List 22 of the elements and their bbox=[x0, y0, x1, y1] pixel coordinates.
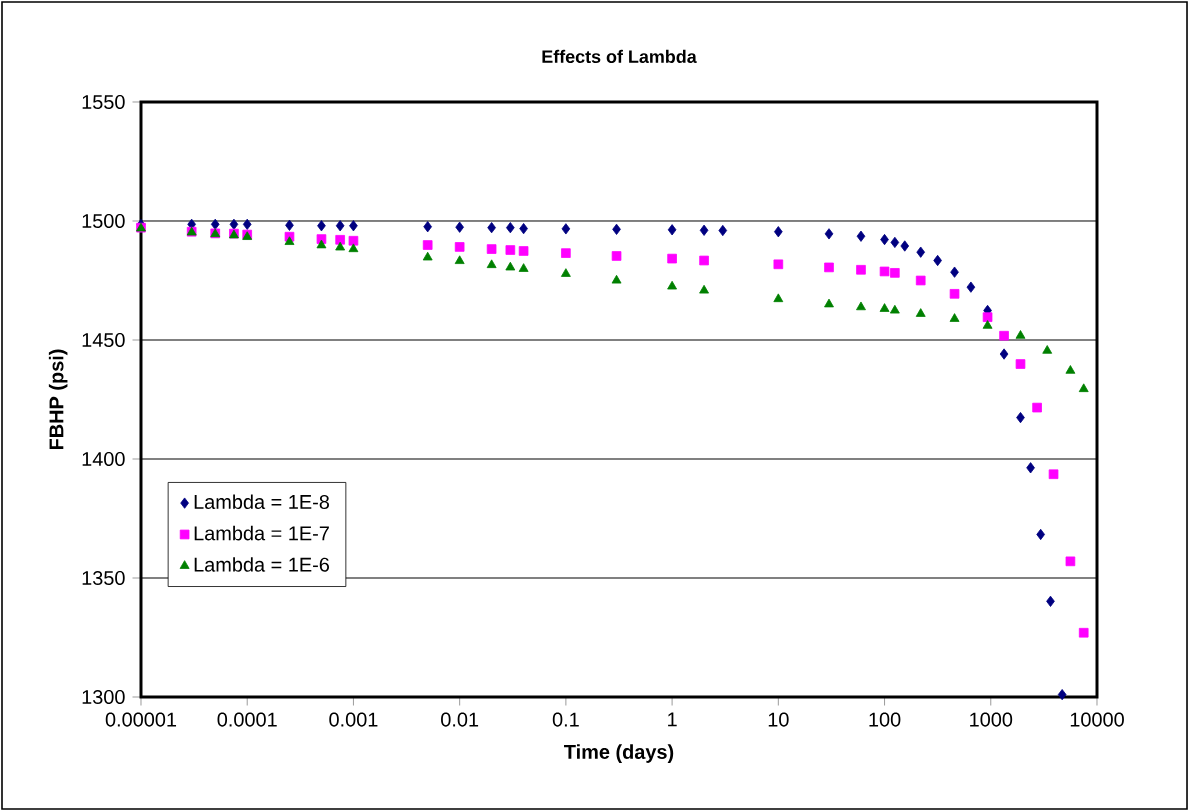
y-tick-label: 1450 bbox=[82, 332, 125, 348]
x-tick-label: 1 bbox=[668, 712, 677, 727]
x-axis-title: Time (days) bbox=[564, 744, 674, 763]
y-tick-label: 1550 bbox=[82, 94, 125, 110]
y-axis-title: FBHP (psi) bbox=[48, 349, 68, 450]
x-tick-label: 0.001 bbox=[329, 712, 378, 727]
x-tick-label: 10 bbox=[768, 712, 789, 727]
y-tick-label: 1500 bbox=[82, 213, 125, 229]
x-tick-label: 100 bbox=[869, 712, 901, 727]
chart-title: Effects of Lambda bbox=[542, 49, 697, 64]
y-tick-label: 1400 bbox=[82, 451, 125, 467]
x-tick-label: 0.01 bbox=[441, 712, 479, 727]
legend-label: Lambda = 1E-6 bbox=[194, 557, 330, 572]
x-tick-label: 0.0001 bbox=[217, 712, 277, 727]
legend-label: Lambda = 1E-8 bbox=[194, 494, 330, 510]
x-tick-label: 0.00001 bbox=[105, 712, 177, 727]
y-tick-label: 1300 bbox=[82, 689, 125, 705]
y-tick-label: 1350 bbox=[82, 570, 125, 586]
x-tick-label: 10000 bbox=[1070, 712, 1124, 727]
x-tick-label: 1000 bbox=[970, 712, 1013, 727]
legend-label: Lambda = 1E-7 bbox=[194, 525, 329, 541]
x-tick-label: 0.1 bbox=[552, 712, 579, 727]
